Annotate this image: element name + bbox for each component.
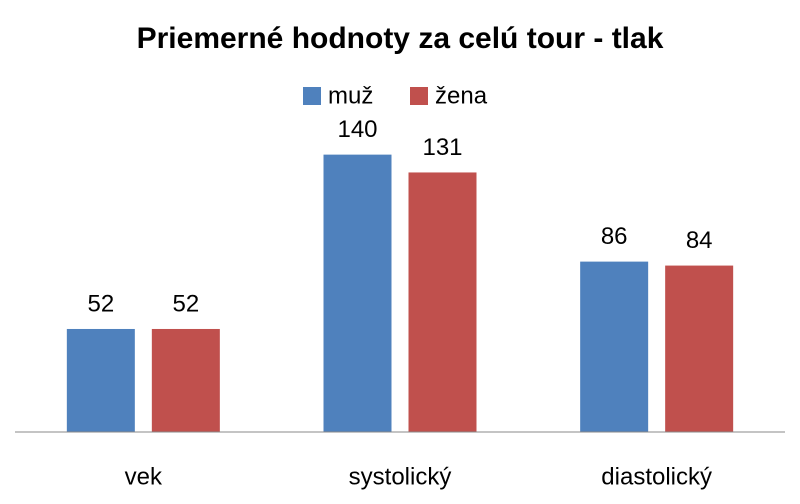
value-label: 84 (686, 227, 713, 254)
bar (323, 154, 392, 432)
value-label: 131 (422, 134, 462, 161)
value-label: 140 (337, 116, 377, 143)
bar (580, 261, 649, 432)
legend-swatch (303, 87, 321, 105)
x-tick-label: vek (125, 463, 163, 490)
bar (665, 265, 734, 432)
legend-swatch (410, 87, 428, 105)
x-tick-label: diastolický (601, 463, 712, 490)
legend-label: muž (328, 82, 373, 109)
chart-title: Priemerné hodnoty za celú tour - tlak (137, 22, 664, 55)
x-tick-label: systolický (349, 463, 452, 490)
bar (66, 328, 135, 432)
value-label: 86 (601, 223, 628, 250)
value-label: 52 (87, 290, 114, 317)
bar (151, 328, 220, 432)
legend-label: žena (435, 82, 488, 109)
value-label: 52 (172, 290, 199, 317)
bar (408, 172, 477, 433)
